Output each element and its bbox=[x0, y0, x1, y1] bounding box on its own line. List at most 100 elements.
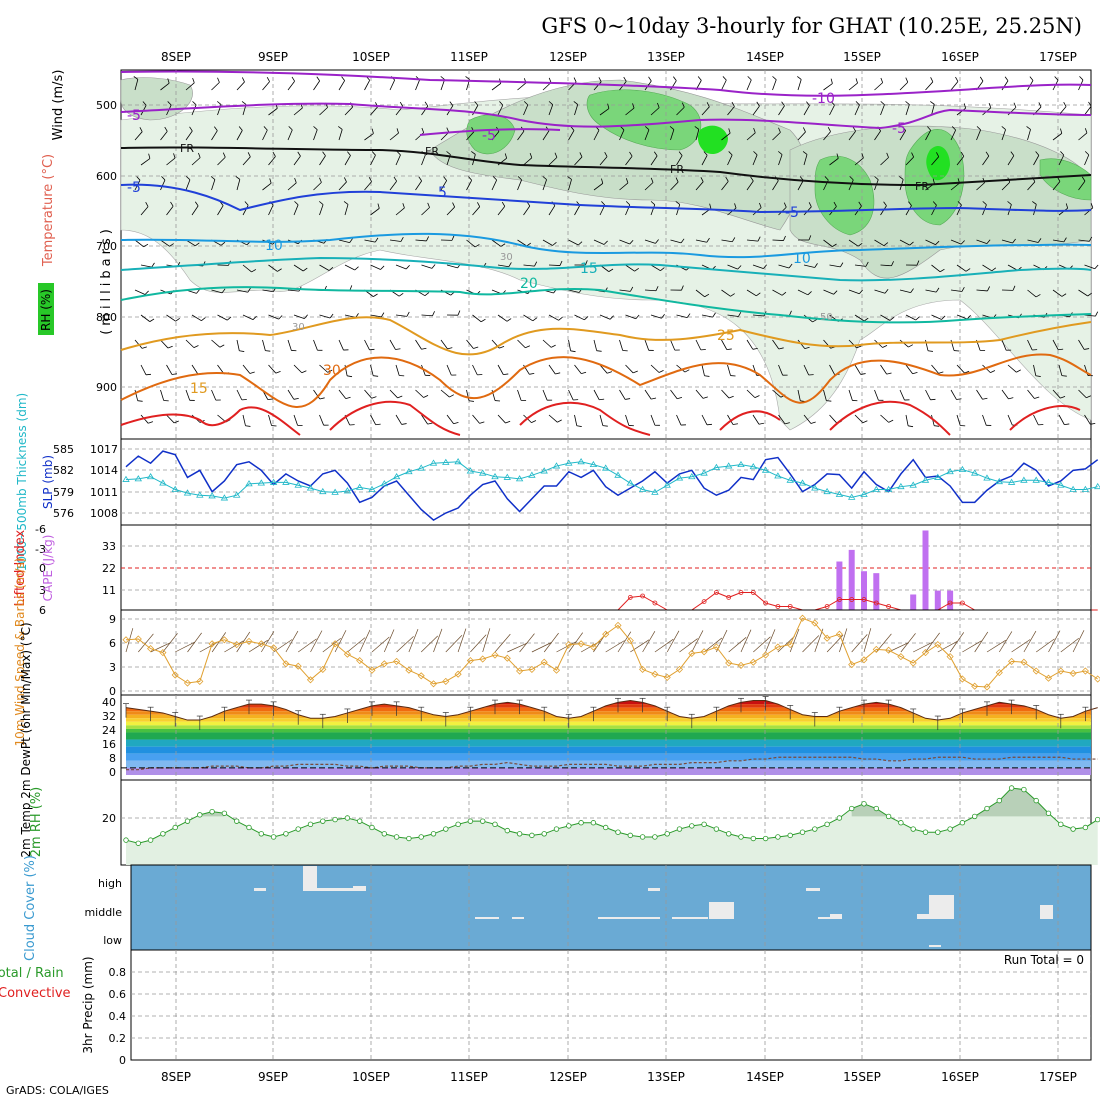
wind-10m-barb bbox=[814, 628, 824, 653]
wind-barb bbox=[905, 156, 914, 166]
rh-point bbox=[590, 820, 597, 826]
wind-barb bbox=[1007, 364, 1017, 373]
wind-barb bbox=[599, 108, 610, 116]
wind-barb bbox=[1052, 389, 1061, 399]
thickness-point bbox=[503, 473, 512, 480]
rh-point bbox=[787, 832, 793, 839]
wind-barb bbox=[644, 126, 650, 131]
wind-barb bbox=[447, 347, 453, 350]
wind-barb bbox=[175, 317, 180, 322]
wind-10m-barb bbox=[949, 632, 965, 653]
wind-speed-point bbox=[466, 657, 474, 665]
wind-barb bbox=[251, 269, 257, 273]
wind-speed-point bbox=[196, 677, 204, 685]
wind-barb bbox=[268, 156, 276, 166]
wind-barb bbox=[1084, 105, 1092, 116]
wind-barb bbox=[552, 242, 557, 246]
wind-barb bbox=[1084, 151, 1090, 156]
wind-barb bbox=[934, 425, 940, 427]
wind-barb bbox=[1007, 201, 1012, 205]
wind-speed-point bbox=[675, 665, 684, 673]
wind-barb bbox=[670, 181, 679, 191]
wind-10m-barb bbox=[138, 633, 154, 653]
wind-barb bbox=[956, 107, 966, 116]
wind-barb bbox=[802, 127, 806, 133]
wind-barb bbox=[883, 242, 889, 246]
wind-barb bbox=[650, 107, 660, 116]
rh-point bbox=[922, 829, 929, 835]
wind-barb bbox=[925, 289, 937, 293]
wind-speed-point bbox=[270, 644, 278, 652]
wind-barb bbox=[772, 76, 777, 80]
y-tick-label: 22 bbox=[102, 562, 116, 575]
thickness-point bbox=[884, 485, 893, 492]
wind-barb bbox=[752, 264, 764, 269]
wind-barb bbox=[548, 205, 556, 216]
wind-barb bbox=[191, 104, 197, 116]
wind-barb bbox=[395, 154, 401, 166]
wind-barb bbox=[950, 129, 957, 141]
wind-barb bbox=[854, 264, 866, 267]
wind-barb bbox=[734, 203, 737, 209]
wind-barb bbox=[1064, 423, 1070, 426]
wind-barb bbox=[915, 316, 920, 321]
rh-point bbox=[184, 818, 191, 824]
wind-barb bbox=[778, 347, 784, 350]
wind-speed-point bbox=[171, 671, 179, 679]
thickness-point bbox=[577, 458, 585, 465]
wind-barb bbox=[548, 264, 561, 266]
thickness-point bbox=[565, 459, 573, 466]
wind-barb bbox=[371, 128, 374, 134]
wind-barb bbox=[236, 130, 243, 141]
wind-barb bbox=[829, 158, 839, 166]
wind-barb bbox=[576, 425, 582, 427]
contour-label: -5 bbox=[127, 108, 141, 124]
wind-barb bbox=[431, 264, 436, 269]
wind-barb bbox=[1001, 129, 1006, 141]
wind-speed-point bbox=[319, 665, 327, 673]
wind-barb bbox=[676, 364, 686, 373]
wind-barb bbox=[1052, 133, 1063, 141]
wind-barb bbox=[523, 104, 529, 116]
wind-barb bbox=[446, 151, 451, 155]
wind-barb bbox=[778, 364, 783, 376]
wind-barb bbox=[772, 132, 781, 141]
wind-barb bbox=[143, 243, 149, 248]
thickness-point bbox=[171, 485, 179, 492]
wind-barb bbox=[338, 129, 343, 141]
wind-barb bbox=[160, 389, 165, 401]
wind-barb bbox=[380, 312, 385, 318]
wind-speed-point bbox=[282, 660, 290, 668]
wind-barb bbox=[166, 414, 175, 424]
thickness-point bbox=[552, 462, 561, 469]
thickness-point bbox=[134, 475, 143, 482]
wind-barb bbox=[517, 239, 527, 247]
rh-point bbox=[516, 831, 523, 837]
thickness-point bbox=[1057, 481, 1065, 488]
wind-speed-point bbox=[405, 666, 413, 674]
wind-barb bbox=[902, 126, 906, 131]
wind-barb bbox=[241, 77, 245, 83]
wind-barb bbox=[859, 289, 863, 295]
wind-barb bbox=[814, 263, 818, 268]
wind-barb bbox=[415, 239, 427, 242]
wind-speed-point bbox=[294, 662, 302, 670]
thickness-point bbox=[995, 477, 1004, 485]
wind-barb bbox=[676, 314, 688, 319]
wind-speed-point bbox=[823, 634, 831, 642]
wind-barb bbox=[548, 157, 558, 166]
wind-barb bbox=[727, 414, 734, 425]
thickness-point bbox=[282, 478, 290, 485]
wind-barb bbox=[371, 396, 377, 399]
rh-point bbox=[123, 837, 129, 843]
bottom-date-label: 8SEP bbox=[161, 1070, 191, 1084]
temp-band bbox=[126, 767, 1091, 775]
rh-point bbox=[1033, 797, 1039, 804]
wind-barb bbox=[1001, 80, 1009, 91]
thickness-point bbox=[1093, 482, 1100, 490]
wind-speed-point bbox=[331, 640, 339, 648]
temp-band bbox=[126, 746, 1091, 754]
wind-barb bbox=[1084, 348, 1090, 350]
wind-speed-point bbox=[749, 658, 757, 666]
